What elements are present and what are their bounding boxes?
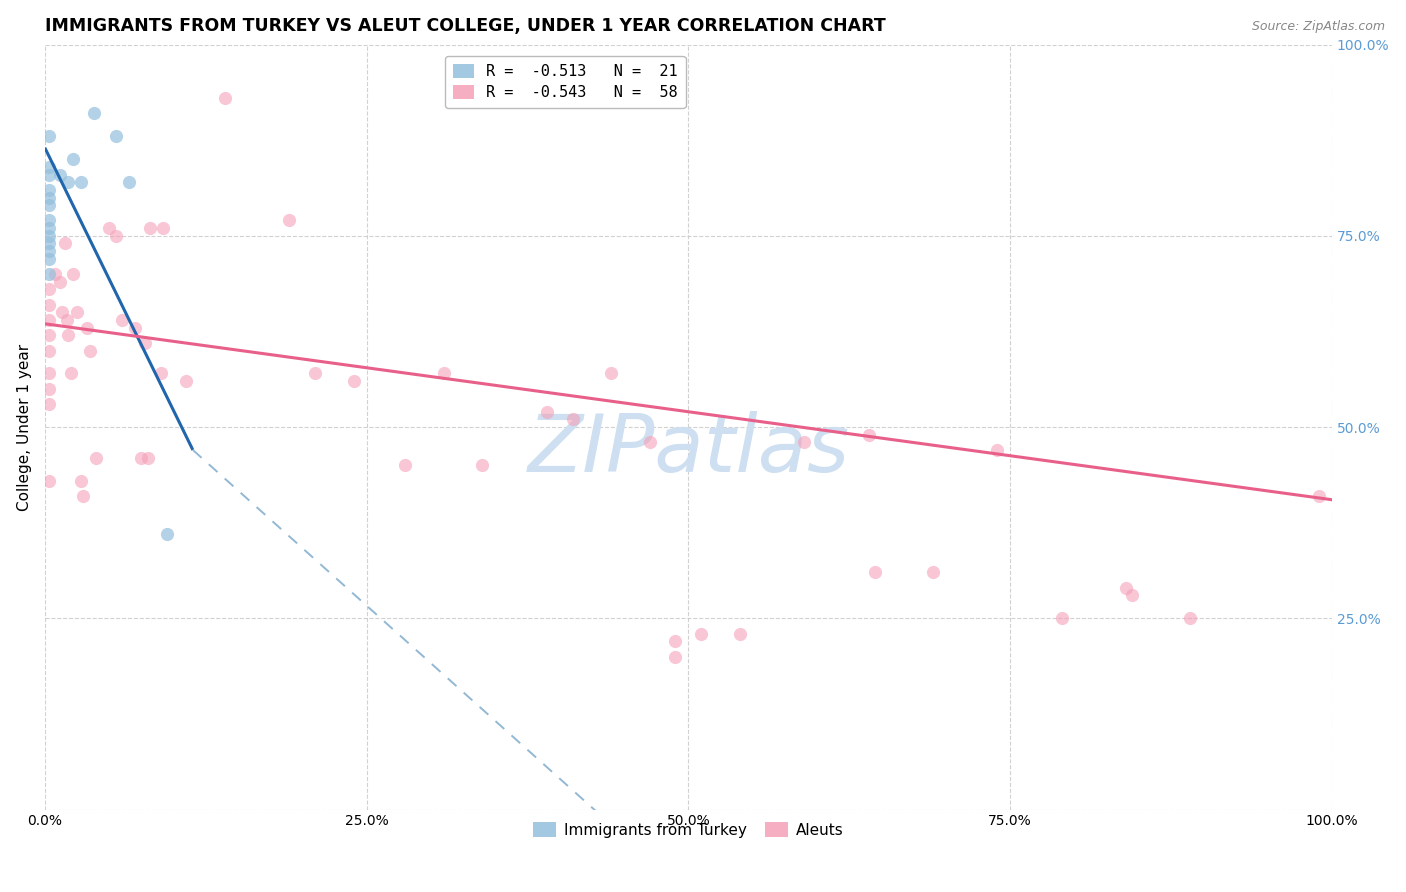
Point <box>38 213 60 227</box>
Point <box>131 450 153 465</box>
Point <box>156 527 179 541</box>
Point <box>433 367 456 381</box>
Point <box>38 367 60 381</box>
Point <box>136 450 159 465</box>
Point <box>76 320 98 334</box>
Point <box>690 626 713 640</box>
Point <box>278 213 301 227</box>
Point <box>1050 611 1073 625</box>
Text: ZIPatlas: ZIPatlas <box>527 411 849 489</box>
Y-axis label: College, Under 1 year: College, Under 1 year <box>17 343 32 510</box>
Point <box>38 244 60 258</box>
Point <box>343 374 366 388</box>
Point <box>304 367 326 381</box>
Point <box>664 649 686 664</box>
Point <box>38 236 60 251</box>
Point <box>49 168 72 182</box>
Point <box>44 267 66 281</box>
Point <box>152 221 174 235</box>
Point <box>56 328 79 343</box>
Point <box>38 252 60 266</box>
Point <box>38 221 60 235</box>
Point <box>38 183 60 197</box>
Text: Source: ZipAtlas.com: Source: ZipAtlas.com <box>1251 20 1385 33</box>
Point <box>62 267 84 281</box>
Point <box>70 175 93 189</box>
Point <box>83 106 105 120</box>
Point <box>124 320 146 334</box>
Point <box>134 335 156 350</box>
Point <box>38 343 60 358</box>
Point <box>638 435 661 450</box>
Point <box>149 367 172 381</box>
Point <box>38 474 60 488</box>
Point <box>66 305 89 319</box>
Point <box>55 313 77 327</box>
Point <box>1115 581 1137 595</box>
Point <box>38 168 60 182</box>
Point <box>38 190 60 204</box>
Point <box>51 305 73 319</box>
Point <box>214 91 236 105</box>
Point <box>72 489 94 503</box>
Point <box>49 275 72 289</box>
Point <box>38 129 60 144</box>
Point <box>98 221 121 235</box>
Point <box>38 382 60 396</box>
Point <box>1308 489 1330 503</box>
Point <box>59 367 82 381</box>
Point <box>38 267 60 281</box>
Point <box>561 412 583 426</box>
Point <box>858 427 880 442</box>
Point <box>664 634 686 648</box>
Point <box>600 367 623 381</box>
Point <box>56 175 79 189</box>
Point <box>1180 611 1202 625</box>
Point <box>62 153 84 167</box>
Point <box>55 236 77 251</box>
Point <box>176 374 198 388</box>
Point <box>394 458 416 473</box>
Point <box>79 343 101 358</box>
Point <box>70 474 93 488</box>
Text: IMMIGRANTS FROM TURKEY VS ALEUT COLLEGE, UNDER 1 YEAR CORRELATION CHART: IMMIGRANTS FROM TURKEY VS ALEUT COLLEGE,… <box>45 17 886 35</box>
Point <box>793 435 815 450</box>
Point <box>38 198 60 212</box>
Point <box>922 566 945 580</box>
Point <box>536 405 558 419</box>
Point <box>86 450 108 465</box>
Point <box>117 175 139 189</box>
Point <box>38 397 60 411</box>
Point <box>1121 588 1143 602</box>
Point <box>38 228 60 243</box>
Point <box>986 442 1008 457</box>
Point <box>38 313 60 327</box>
Point <box>111 313 134 327</box>
Point <box>863 566 886 580</box>
Point <box>728 626 751 640</box>
Point <box>38 282 60 296</box>
Legend: Immigrants from Turkey, Aleuts: Immigrants from Turkey, Aleuts <box>527 816 849 844</box>
Point <box>104 129 127 144</box>
Point <box>104 228 127 243</box>
Point <box>471 458 494 473</box>
Point <box>139 221 162 235</box>
Point <box>38 298 60 312</box>
Point <box>38 328 60 343</box>
Point <box>38 160 60 174</box>
